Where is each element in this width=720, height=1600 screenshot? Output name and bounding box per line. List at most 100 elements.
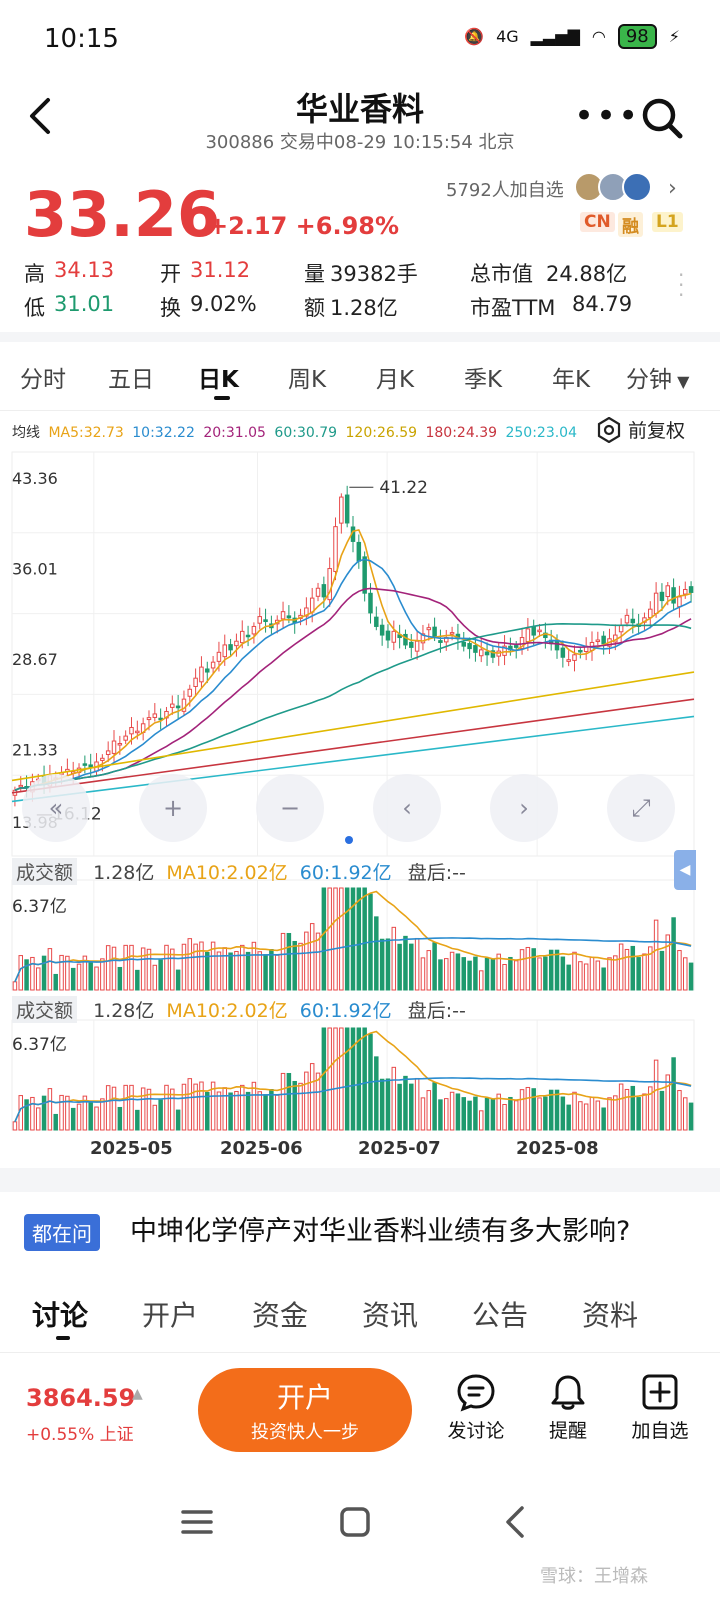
menu-icon[interactable] xyxy=(180,1500,214,1544)
tab-week-k[interactable]: 周K xyxy=(288,367,327,393)
volume-bar xyxy=(688,1102,694,1131)
candle-body xyxy=(659,591,665,602)
chevron-right-icon[interactable]: › xyxy=(668,176,677,201)
volume-ma60: 60:1.92亿 xyxy=(299,862,392,884)
volume-bar xyxy=(210,941,216,991)
tag-l1[interactable]: L1 xyxy=(652,212,683,232)
home-icon[interactable] xyxy=(338,1500,372,1544)
candle-body xyxy=(677,596,682,608)
divider xyxy=(0,1168,720,1192)
ma10-value: 10:32.22 xyxy=(132,425,195,441)
tab-profile[interactable]: 资料 xyxy=(582,1299,639,1332)
tab-fenshi[interactable]: 分时 xyxy=(20,367,66,393)
volume-bar xyxy=(41,1095,47,1131)
volume-bar xyxy=(350,887,356,991)
volume-bar xyxy=(548,1089,554,1131)
volume-bar xyxy=(245,951,251,991)
tag-margin[interactable]: 融 xyxy=(618,212,643,237)
adjust-label: 前复权 xyxy=(628,420,686,442)
volume-bar xyxy=(362,1027,367,1131)
back-icon[interactable] xyxy=(22,92,62,140)
tab-quarter-k[interactable]: 季K xyxy=(464,367,503,393)
avatar xyxy=(622,172,652,202)
candle-body xyxy=(572,654,577,661)
volume-label[interactable]: 成交额 xyxy=(12,858,78,885)
tab-funds[interactable]: 资金 xyxy=(252,1299,309,1332)
volume-ma10-line xyxy=(14,1030,692,1123)
volume-bar xyxy=(292,940,297,991)
candle-body xyxy=(601,635,606,645)
content-tabs: 讨论 开户 资金 资讯 公告 资料 xyxy=(0,1274,720,1350)
volume-bar xyxy=(339,887,344,991)
volume-bar xyxy=(205,1091,210,1131)
add-watchlist-button[interactable]: 加自选 xyxy=(620,1372,700,1443)
candle-body xyxy=(414,640,420,652)
alert-button[interactable]: 提醒 xyxy=(528,1372,608,1443)
volume-bar xyxy=(280,932,286,991)
candle-body xyxy=(560,647,566,658)
tab-month-k[interactable]: 月K xyxy=(376,367,415,393)
low-value: 31.01 xyxy=(54,292,115,316)
tab-year-k[interactable]: 年K xyxy=(552,367,591,393)
candle-body xyxy=(537,629,542,633)
volume-bar xyxy=(47,1088,53,1131)
tab-day-k[interactable]: 日K xyxy=(198,367,239,393)
vertical-dots-icon[interactable]: · · · xyxy=(678,263,685,307)
volume-bar xyxy=(333,1027,338,1131)
volume-bar xyxy=(677,1090,682,1131)
tab-open-account[interactable]: 开户 xyxy=(142,1299,199,1332)
ma5-value: MA5:32.73 xyxy=(48,425,124,441)
tag-cn[interactable]: CN xyxy=(580,212,615,232)
tab-discussion[interactable]: 讨论 xyxy=(32,1299,89,1332)
more-icon[interactable]: ••• xyxy=(574,96,641,136)
volume-bar xyxy=(508,1096,513,1131)
followers-count[interactable]: 5792人加自选 xyxy=(446,180,564,201)
tab-announcements[interactable]: 公告 xyxy=(472,1299,529,1332)
volume-label[interactable]: 成交额 xyxy=(12,996,78,1023)
candle-body xyxy=(181,698,187,712)
volume-bar xyxy=(234,950,239,991)
candle-body xyxy=(339,496,344,524)
candle-body xyxy=(368,592,373,614)
volume-ma10: MA10:2.02亿 xyxy=(166,862,288,884)
candle-body xyxy=(665,585,671,598)
volume-bar xyxy=(513,960,519,991)
volume-value: 39382手 xyxy=(330,262,418,286)
volume-bar xyxy=(298,1082,303,1131)
volume-bar xyxy=(164,1084,169,1131)
volume-bar xyxy=(239,1084,245,1131)
ask-question[interactable]: 中坤化学停产对华业香料业绩有多大影响? xyxy=(130,1216,631,1247)
follower-avatars[interactable] xyxy=(574,172,652,202)
volume-bar xyxy=(321,1027,327,1131)
tab-news[interactable]: 资讯 xyxy=(362,1299,419,1332)
index-value[interactable]: 3864.59 xyxy=(26,1384,136,1412)
volume-bar xyxy=(589,956,595,991)
volume-bar xyxy=(327,887,332,991)
collapse-button[interactable]: ◀ xyxy=(674,850,696,890)
kline-chart[interactable]: 43.3636.0128.6721.3313.9841.22—16.12«+−‹… xyxy=(0,450,720,1170)
open-account-button[interactable]: 开户 投资快人一步 xyxy=(198,1368,412,1452)
volume-bar xyxy=(595,960,601,991)
candle-body xyxy=(315,587,321,597)
volume-bar xyxy=(595,1100,601,1131)
ma60-value: 60:30.79 xyxy=(274,425,338,441)
search-icon[interactable] xyxy=(640,96,684,140)
candle-body xyxy=(426,627,432,631)
volume-bar xyxy=(263,1094,268,1131)
volume-bar xyxy=(391,926,397,991)
y-tick-label: 43.36 xyxy=(12,469,58,488)
volume-bar xyxy=(140,1087,146,1131)
volume-bar xyxy=(251,1081,257,1131)
volume-bar xyxy=(490,958,496,991)
divider xyxy=(0,410,720,411)
candle-body xyxy=(100,757,105,761)
amount-value: 1.28亿 xyxy=(330,296,398,320)
back-nav-icon[interactable] xyxy=(498,1500,532,1544)
volume-bar xyxy=(473,956,478,991)
candle-body xyxy=(595,639,601,643)
tab-five-day[interactable]: 五日 xyxy=(108,367,154,393)
adjust-toggle[interactable]: 前复权 xyxy=(596,416,685,443)
volume-bar xyxy=(455,953,461,991)
tab-minute[interactable]: 分钟 ▼ xyxy=(626,360,689,394)
post-discussion-button[interactable]: 发讨论 xyxy=(436,1372,516,1443)
